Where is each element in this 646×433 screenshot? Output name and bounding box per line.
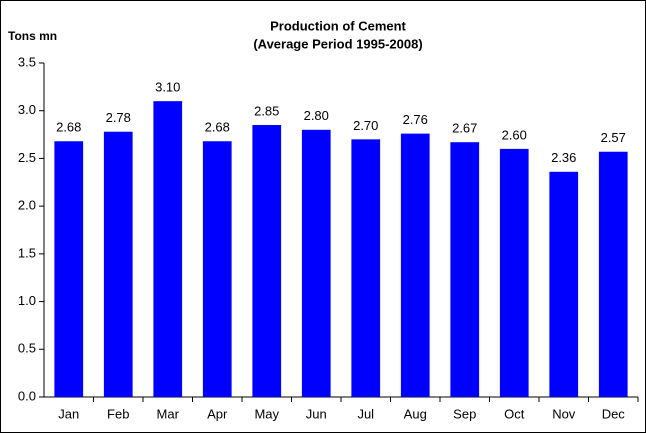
x-tick-label: Oct — [504, 406, 525, 421]
bar — [301, 129, 331, 398]
x-tick-label: Dec — [602, 406, 626, 421]
x-tick-label: Jun — [306, 406, 327, 421]
bar — [450, 142, 480, 397]
value-label: 2.68 — [56, 120, 81, 135]
x-tick-label: Mar — [157, 406, 180, 421]
bar — [598, 151, 628, 397]
x-tick-label: Jan — [58, 406, 79, 421]
bar — [54, 141, 84, 397]
bar — [202, 141, 232, 397]
y-tick-label: 3.0 — [18, 102, 36, 117]
bar — [252, 125, 282, 398]
value-label: 2.76 — [403, 112, 428, 127]
x-tick-label: Jul — [357, 406, 374, 421]
value-label: 2.70 — [353, 118, 378, 133]
value-label: 2.36 — [551, 150, 576, 165]
x-tick-label: Apr — [207, 406, 228, 421]
value-label: 2.85 — [254, 103, 279, 118]
bar — [549, 171, 579, 397]
value-label: 2.80 — [304, 108, 329, 123]
value-label: 2.60 — [502, 127, 527, 142]
x-tick-label: Nov — [552, 406, 576, 421]
y-tick-label: 1.5 — [18, 245, 36, 260]
y-tick-label: 2.5 — [18, 150, 36, 165]
bar — [499, 148, 529, 397]
y-tick-label: 0.0 — [18, 388, 36, 403]
value-label: 2.57 — [601, 130, 626, 145]
y-tick-label: 1.0 — [18, 293, 36, 308]
y-axis-label: Tons mn — [8, 29, 57, 43]
x-tick-label: May — [254, 406, 279, 421]
bar — [103, 131, 133, 398]
chart-subtitle: (Average Period 1995-2008) — [253, 36, 422, 51]
chart-title: Production of Cement — [270, 18, 406, 33]
y-tick-label: 3.5 — [18, 54, 36, 69]
bar — [153, 101, 183, 398]
x-tick-label: Feb — [107, 406, 129, 421]
x-tick-label: Aug — [404, 406, 427, 421]
value-label: 2.78 — [106, 110, 131, 125]
bar — [400, 133, 430, 398]
y-tick-label: 2.0 — [18, 198, 36, 213]
value-label: 2.67 — [452, 121, 477, 136]
y-tick-label: 0.5 — [18, 341, 36, 356]
value-label: 3.10 — [155, 80, 180, 95]
value-label: 2.68 — [205, 120, 230, 135]
bar — [351, 139, 381, 398]
x-tick-label: Sep — [453, 406, 476, 421]
